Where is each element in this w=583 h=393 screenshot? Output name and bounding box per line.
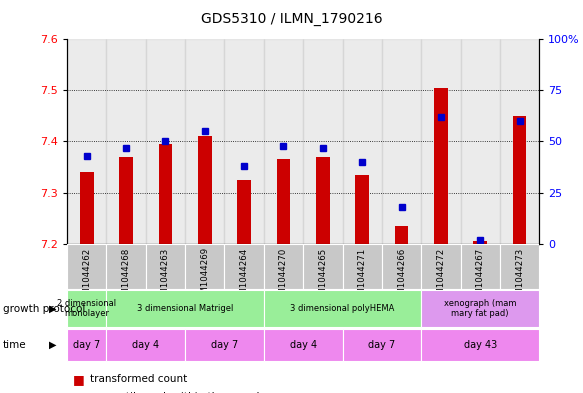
Bar bbox=[159, 144, 173, 244]
Bar bbox=[237, 180, 251, 244]
Text: GSM1044267: GSM1044267 bbox=[476, 247, 484, 305]
Text: ■: ■ bbox=[73, 373, 85, 386]
Text: 3 dimensional polyHEMA: 3 dimensional polyHEMA bbox=[290, 304, 395, 313]
Text: ▶: ▶ bbox=[49, 303, 56, 314]
Bar bbox=[67, 329, 106, 361]
Bar bbox=[421, 329, 539, 361]
Text: growth protocol: growth protocol bbox=[3, 303, 85, 314]
Text: 3 dimensional Matrigel: 3 dimensional Matrigel bbox=[137, 304, 233, 313]
Text: GSM1044268: GSM1044268 bbox=[122, 247, 131, 305]
Bar bbox=[316, 157, 330, 244]
Text: time: time bbox=[3, 340, 27, 350]
Bar bbox=[276, 159, 290, 244]
Text: GSM1044271: GSM1044271 bbox=[358, 247, 367, 305]
Text: 2 dimensional
monolayer: 2 dimensional monolayer bbox=[57, 299, 116, 318]
Text: day 4: day 4 bbox=[132, 340, 159, 350]
Text: day 7: day 7 bbox=[73, 340, 100, 350]
Bar bbox=[67, 244, 106, 289]
Text: day 7: day 7 bbox=[211, 340, 238, 350]
Bar bbox=[421, 244, 461, 289]
Bar bbox=[146, 244, 185, 289]
Bar bbox=[473, 241, 487, 244]
Bar bbox=[119, 157, 133, 244]
Bar bbox=[421, 39, 461, 244]
Bar bbox=[224, 39, 264, 244]
Text: ▶: ▶ bbox=[49, 340, 56, 350]
Text: GSM1044269: GSM1044269 bbox=[201, 247, 209, 305]
Bar bbox=[264, 290, 421, 327]
Bar bbox=[382, 39, 421, 244]
Text: GSM1044266: GSM1044266 bbox=[397, 247, 406, 305]
Bar bbox=[185, 244, 224, 289]
Text: GSM1044262: GSM1044262 bbox=[82, 247, 91, 305]
Bar bbox=[106, 244, 146, 289]
Bar bbox=[67, 290, 106, 327]
Bar bbox=[461, 244, 500, 289]
Bar bbox=[342, 329, 421, 361]
Text: percentile rank within the sample: percentile rank within the sample bbox=[90, 392, 266, 393]
Bar bbox=[264, 329, 342, 361]
Bar bbox=[106, 39, 146, 244]
Bar bbox=[434, 88, 448, 244]
Text: day 7: day 7 bbox=[368, 340, 395, 350]
Bar bbox=[185, 329, 264, 361]
Bar bbox=[500, 39, 539, 244]
Text: GDS5310 / ILMN_1790216: GDS5310 / ILMN_1790216 bbox=[201, 12, 382, 26]
Text: GSM1044270: GSM1044270 bbox=[279, 247, 288, 305]
Bar bbox=[461, 39, 500, 244]
Bar bbox=[198, 136, 212, 244]
Bar bbox=[342, 39, 382, 244]
Text: ■: ■ bbox=[73, 390, 85, 393]
Bar bbox=[500, 244, 539, 289]
Text: GSM1044273: GSM1044273 bbox=[515, 247, 524, 305]
Bar bbox=[106, 290, 264, 327]
Bar bbox=[264, 244, 303, 289]
Bar bbox=[395, 226, 409, 244]
Text: GSM1044272: GSM1044272 bbox=[437, 247, 445, 305]
Bar bbox=[512, 116, 526, 244]
Bar bbox=[382, 244, 421, 289]
Bar bbox=[224, 244, 264, 289]
Text: GSM1044264: GSM1044264 bbox=[240, 247, 248, 305]
Text: day 43: day 43 bbox=[463, 340, 497, 350]
Bar bbox=[80, 172, 94, 244]
Bar bbox=[342, 244, 382, 289]
Bar bbox=[106, 329, 185, 361]
Text: GSM1044265: GSM1044265 bbox=[318, 247, 327, 305]
Bar bbox=[146, 39, 185, 244]
Bar bbox=[303, 39, 342, 244]
Text: GSM1044263: GSM1044263 bbox=[161, 247, 170, 305]
Bar bbox=[355, 174, 369, 244]
Text: xenograph (mam
mary fat pad): xenograph (mam mary fat pad) bbox=[444, 299, 517, 318]
Text: transformed count: transformed count bbox=[90, 374, 188, 384]
Bar bbox=[185, 39, 224, 244]
Bar bbox=[421, 290, 539, 327]
Bar bbox=[264, 39, 303, 244]
Bar bbox=[67, 39, 106, 244]
Text: day 4: day 4 bbox=[290, 340, 317, 350]
Bar bbox=[303, 244, 342, 289]
